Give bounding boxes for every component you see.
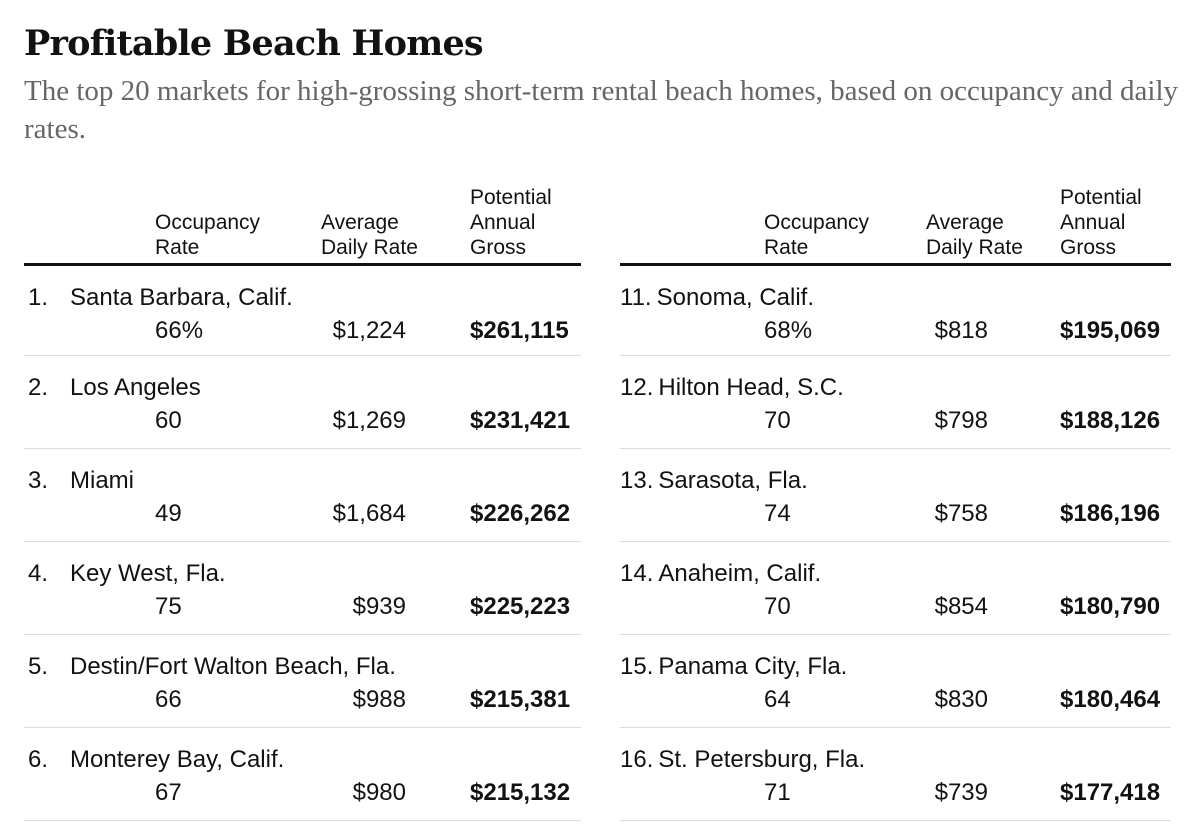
- potential-annual-gross: $180,464: [1060, 686, 1161, 713]
- potential-annual-gross: $231,421: [470, 407, 571, 434]
- table-row: 6. Monterey Bay, Calif. 67 $980 $215,132: [24, 728, 581, 821]
- occupancy-rate: 67: [155, 779, 182, 806]
- market-name: 3. Miami: [28, 467, 134, 494]
- table-row: 16. St. Petersburg, Fla. 71 $739 $177,418: [620, 728, 1171, 821]
- potential-annual-gross: $261,115: [470, 317, 569, 344]
- average-daily-rate: $818: [934, 317, 988, 344]
- average-daily-rate: $739: [934, 779, 988, 806]
- occupancy-rate: 60: [155, 407, 182, 434]
- market-rank: 12.: [620, 374, 654, 401]
- market-rank: 1.: [28, 284, 49, 311]
- average-daily-rate: $939: [352, 593, 406, 620]
- average-daily-rate: $1,269: [332, 407, 406, 434]
- market-name: 1. Santa Barbara, Calif.: [28, 284, 293, 311]
- potential-annual-gross: $177,418: [1060, 779, 1161, 806]
- market-name: 16. St. Petersburg, Fla.: [620, 746, 866, 773]
- average-daily-rate: $988: [352, 686, 406, 713]
- market-rank: 11.: [620, 284, 652, 311]
- table-row: 13. Sarasota, Fla. 74 $758 $186,196: [620, 449, 1171, 542]
- occupancy-rate: 75: [155, 593, 182, 620]
- table-row: 1. Santa Barbara, Calif. 66% $1,224 $261,…: [24, 266, 581, 356]
- table-row: 11. Sonoma, Calif. 68% $818 $195,069: [620, 266, 1171, 356]
- market-rank: 2.: [28, 374, 49, 401]
- table-row: 3. Miami 49 $1,684 $226,262: [24, 449, 581, 542]
- table-body: 1. Santa Barbara, Calif. 66% $1,224 $261,…: [24, 266, 581, 821]
- potential-annual-gross: $180,790: [1060, 593, 1161, 620]
- market-rank: 14.: [620, 560, 654, 587]
- rankings-table-left: Occupancy Rate Average Daily Rate Potent…: [24, 185, 581, 821]
- market-name: 15. Panama City, Fla.: [620, 653, 848, 680]
- market-name: 14. Anaheim, Calif.: [620, 560, 822, 587]
- table-body: 11. Sonoma, Calif. 68% $818 $195,069 12. H…: [620, 266, 1171, 821]
- market-rank: 4.: [28, 560, 49, 587]
- occupancy-rate: 71: [764, 779, 791, 806]
- occupancy-rate: 64: [764, 686, 791, 713]
- table-row: 12. Hilton Head, S.C. 70 $798 $188,126: [620, 356, 1171, 449]
- header-occupancy-rate: Occupancy Rate: [764, 211, 870, 259]
- header-average-daily-rate: Average Daily Rate: [926, 211, 1023, 259]
- market-rank: 6.: [28, 746, 49, 773]
- potential-annual-gross: $188,126: [1060, 407, 1161, 434]
- average-daily-rate: $980: [352, 779, 406, 806]
- market-rank: 15.: [620, 653, 654, 680]
- table-row: 4. Key West, Fla. 75 $939 $225,223: [24, 542, 581, 635]
- average-daily-rate: $830: [934, 686, 988, 713]
- market-name: 12. Hilton Head, S.C.: [620, 374, 844, 401]
- market-name: 2. Los Angeles: [28, 374, 201, 401]
- occupancy-rate: 66: [155, 686, 182, 713]
- potential-annual-gross: $215,381: [470, 686, 571, 713]
- market-name: 11. Sonoma, Calif.: [620, 284, 814, 311]
- table-header: Occupancy Rate Average Daily Rate Potent…: [620, 185, 1171, 266]
- occupancy-rate: 68%: [764, 317, 813, 344]
- potential-annual-gross: $225,223: [470, 593, 571, 620]
- potential-annual-gross: $195,069: [1060, 317, 1161, 344]
- potential-annual-gross: $215,132: [470, 779, 571, 806]
- average-daily-rate: $758: [934, 500, 988, 527]
- page-subtitle: The top 20 markets for high-grossing sho…: [24, 75, 1179, 145]
- header-potential-annual-gross: Potential Annual Gross: [470, 186, 552, 259]
- market-rank: 5.: [28, 653, 49, 680]
- occupancy-rate: 49: [155, 500, 182, 527]
- table-row: 2. Los Angeles 60 $1,269 $231,421: [24, 356, 581, 449]
- market-rank: 3.: [28, 467, 49, 494]
- header-average-daily-rate: Average Daily Rate: [321, 211, 418, 259]
- rankings-table-right: Occupancy Rate Average Daily Rate Potent…: [620, 185, 1171, 821]
- page-title: Profitable Beach Homes: [24, 23, 484, 64]
- header-potential-annual-gross: Potential Annual Gross: [1060, 186, 1142, 259]
- potential-annual-gross: $186,196: [1060, 500, 1161, 527]
- average-daily-rate: $854: [934, 593, 988, 620]
- occupancy-rate: 70: [764, 593, 791, 620]
- table-row: 15. Panama City, Fla. 64 $830 $180,464: [620, 635, 1171, 728]
- market-name: 4. Key West, Fla.: [28, 560, 226, 587]
- occupancy-rate: 74: [764, 500, 791, 527]
- occupancy-rate: 66%: [155, 317, 204, 344]
- market-name: 6. Monterey Bay, Calif.: [28, 746, 285, 773]
- market-rank: 16.: [620, 746, 654, 773]
- table-row: 14. Anaheim, Calif. 70 $854 $180,790: [620, 542, 1171, 635]
- occupancy-rate: 70: [764, 407, 791, 434]
- market-name: 13. Sarasota, Fla.: [620, 467, 808, 494]
- header-occupancy-rate: Occupancy Rate: [155, 211, 261, 259]
- market-name: 5. Destin/Fort Walton Beach, Fla.: [28, 653, 396, 680]
- table-header: Occupancy Rate Average Daily Rate Potent…: [24, 185, 581, 266]
- average-daily-rate: $798: [934, 407, 988, 434]
- potential-annual-gross: $226,262: [470, 500, 571, 527]
- table-row: 5. Destin/Fort Walton Beach, Fla. 66 $988…: [24, 635, 581, 728]
- market-rank: 13.: [620, 467, 654, 494]
- average-daily-rate: $1,224: [332, 317, 406, 344]
- average-daily-rate: $1,684: [332, 500, 406, 527]
